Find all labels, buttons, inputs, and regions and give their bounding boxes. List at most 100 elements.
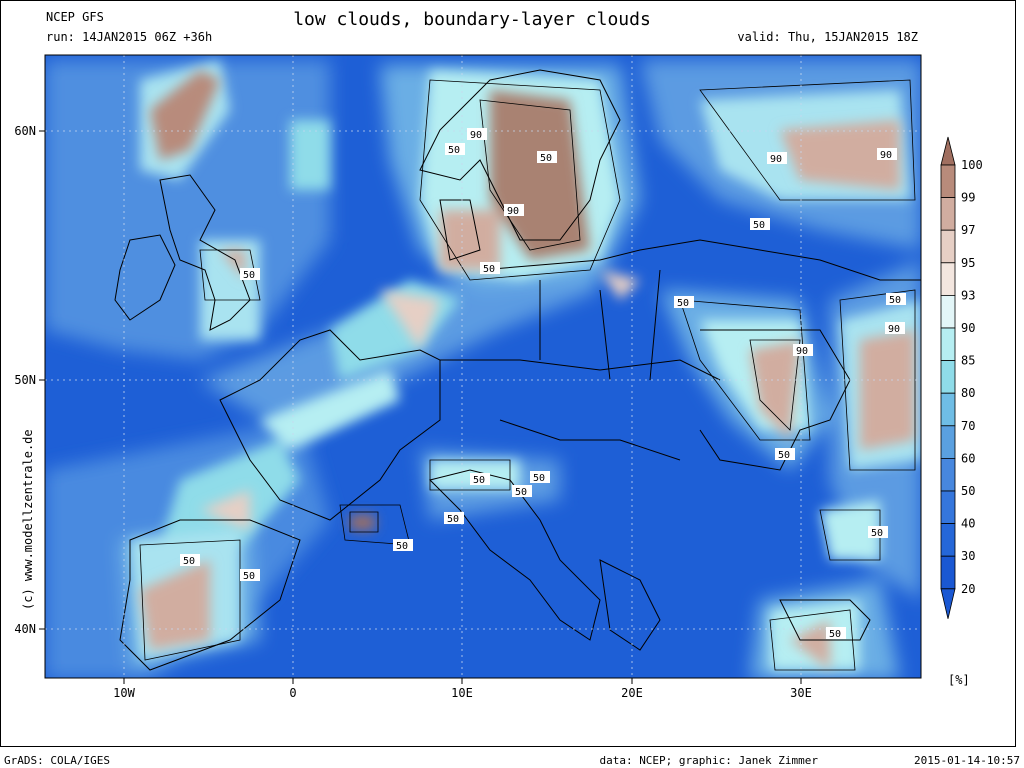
colorbar-swatch [940,164,956,198]
colorbar-level-label: 100 [961,158,983,172]
lat-label-60n: 60N [14,124,36,138]
great-britain [159,174,251,331]
colorbar-swatch [940,457,956,492]
lon-label-0: 0 [289,686,296,700]
map-area: 90 50 50 90 50 50 50 90 90 50 50 90 50 9… [45,55,921,678]
valid-time: valid: Thu, 15JAN2015 18Z [737,30,918,44]
svg-text:50: 50 [447,514,459,525]
svg-text:90: 90 [507,206,519,217]
svg-text:90: 90 [796,346,808,357]
svg-text:90: 90 [470,130,482,141]
contour-labels: 90 50 50 90 50 50 50 90 90 50 50 90 50 9… [180,128,906,640]
colorbar-level-label: 95 [961,256,975,270]
lon-label-30e: 30E [790,686,812,700]
axis-ticks [39,130,802,684]
lon-label-20e: 20E [621,686,643,700]
colorbar-level-label: 99 [961,191,975,205]
data-credit: data: NCEP; graphic: Janek Zimmer [599,754,818,767]
colorbar-swatch [940,392,956,427]
contour-50-russia [699,79,916,201]
colorbar-level-label: 80 [961,386,975,400]
svg-text:50: 50 [515,487,527,498]
contour-label: 90 [793,344,813,357]
svg-text:50: 50 [243,270,255,281]
coastlines [114,69,921,671]
map-frame [44,54,922,679]
colorbar-swatch [940,262,956,296]
contour-label: 50 [674,296,694,309]
contour-label: 50 [512,485,532,498]
contour-label: 50 [886,293,906,306]
contour-label: 50 [240,569,260,582]
svg-text:90: 90 [880,150,892,161]
contour-label: 50 [537,151,557,164]
svg-text:50: 50 [677,298,689,309]
copyright-text: (c) www.modellzentrale.de [21,429,35,610]
cloud-field-overcast [140,70,915,670]
contour-50-turkey [769,609,856,671]
contour-label: 50 [750,218,770,231]
contour-label: 50 [444,512,464,525]
svg-text:90: 90 [888,324,900,335]
iberia-outline [119,519,301,671]
run-info: run: 14JAN2015 06Z +36h [46,30,212,44]
colorbar-level-label: 97 [961,223,975,237]
svg-text:50: 50 [396,541,408,552]
svg-text:50: 50 [533,473,545,484]
colorbar-swatch [940,327,956,361]
lon-label-10w: 10W [113,686,135,700]
colorbar-level-label: 40 [961,517,975,531]
svg-text:50: 50 [778,450,790,461]
black-sea-outline [699,329,851,471]
contour-90-corsica [349,511,379,533]
svg-text:50: 50 [540,153,552,164]
contour-50-iberia [139,539,241,661]
lat-label-50n: 50N [14,373,36,387]
colorbar-swatch [940,294,956,329]
colorbar-swatch [940,197,956,231]
contour-label: 90 [504,204,524,217]
baltic-coast [479,239,921,281]
timestamp: 2015-01-14-10:57 [914,754,1020,767]
country-borders [539,269,661,381]
contour-label: 50 [826,627,846,640]
axis-labels: 10W 0 10E 20E 30E 60N 50N 40N [14,124,812,700]
page-border [0,0,1016,747]
svg-text:50: 50 [753,220,765,231]
chart-title: low clouds, boundary-layer clouds [293,9,651,30]
contour-50-blacksea-east [819,509,881,561]
colorbar-swatch [940,425,956,459]
contour-90-ukraine [749,339,801,431]
italy-outline [429,469,601,641]
svg-text:50: 50 [829,629,841,640]
alps-border [499,419,681,461]
contour-50-alps [429,459,511,491]
svg-text:50: 50 [483,264,495,275]
colorbar-arrow-bottom [940,588,956,619]
scandinavia-outline [419,69,621,241]
colorbar-level-label: 70 [961,419,975,433]
colorbar-level-label: 50 [961,484,975,498]
svg-text:50: 50 [183,556,195,567]
model-name: NCEP GFS [46,10,104,24]
lon-label-10e: 10E [451,686,473,700]
denmark-outline [439,199,481,261]
colorbar-level-label: 90 [961,321,975,335]
contour-label: 50 [775,448,795,461]
contour-50-scandinavia [419,79,621,281]
contour-label: 50 [240,268,260,281]
contour-label: 90 [767,152,787,165]
central-europe-border [440,359,721,381]
lat-label-40n: 40N [14,622,36,636]
contour-label: 50 [470,473,490,486]
colorbar-level-label: 60 [961,451,975,465]
contour-label: 90 [885,322,905,335]
contour-label: 50 [393,539,413,552]
colorbar-swatch [940,360,956,394]
svg-text:50: 50 [473,475,485,486]
contour-label: 50 [530,471,550,484]
turkey-coast [779,599,871,641]
colorbar-arrow-top [940,136,956,166]
balkans-coast [599,559,661,651]
